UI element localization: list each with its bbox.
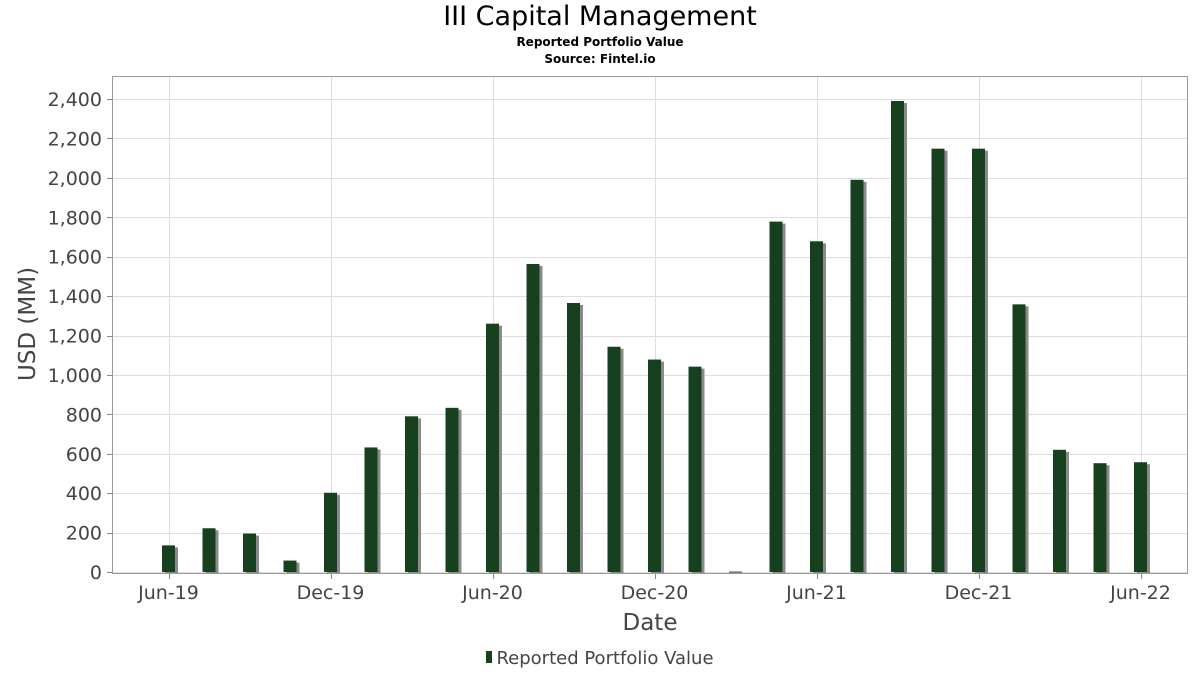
y-tick-label: 1,800 [48,207,102,229]
bars [162,100,1150,574]
bar [526,263,540,572]
y-tick-label: 1,400 [48,286,102,308]
bar [688,366,702,572]
x-axis: Jun-19 Dec-19 Jun-20 Dec-20 Jun-21 Dec-21 Jun-… [137,574,1171,604]
bar [891,100,904,573]
legend-swatch [486,651,493,663]
x-tick-label: Dec-21 [945,582,1013,604]
bar [648,359,661,572]
y-tick-label: 400 [66,483,102,505]
y-tick-label: 2,000 [48,168,102,190]
legend: Reported Portfolio Value [0,648,1200,670]
bar [445,407,459,572]
y-tick-label: 2,400 [48,89,102,111]
bar [364,447,378,572]
y-tick-label: 1,000 [48,365,102,387]
x-tick-label: Jun-21 [785,582,847,604]
bar [283,560,297,572]
chart-subtitle: Reported Portfolio Value [516,35,684,49]
bar [769,221,783,573]
x-tick-label: Jun-20 [461,582,523,604]
bar [162,545,175,572]
y-tick-label: 1,200 [48,326,102,348]
bar [931,148,945,573]
y-tick-label: 0 [90,562,102,584]
chart-title: III Capital Management [443,1,757,32]
bar [850,179,864,572]
bar [810,241,823,572]
x-tick-label: Dec-20 [621,582,689,604]
bar [202,528,216,572]
bar [567,302,580,572]
bar [324,492,337,572]
y-tick-label: 200 [66,523,102,545]
bar [1134,462,1147,572]
legend-label: Reported Portfolio Value [496,648,714,669]
bar [1093,463,1107,572]
bar [486,323,499,572]
x-tick-label: Jun-19 [137,582,199,604]
bar [729,571,742,573]
bar [1053,449,1066,572]
y-axis: 0 200 400 600 800 1,000 1,200 1,400 1,600 1,800 2,… [48,89,112,584]
y-tick-label: 2,200 [48,128,102,150]
x-tick-label: Dec-19 [297,582,365,604]
y-tick-label: 800 [66,404,102,426]
bar [1012,304,1026,572]
y-tick-label: 600 [66,444,102,466]
y-tick-label: 1,600 [48,247,102,269]
x-tick-label: Jun-22 [1109,582,1171,604]
y-axis-label: USD (MM) [15,267,41,381]
bar [972,148,985,573]
chart-source: Source: Fintel.io [544,52,656,66]
bar [405,416,418,572]
bar [243,533,256,572]
x-axis-label: Date [623,610,678,636]
bar [607,346,621,572]
